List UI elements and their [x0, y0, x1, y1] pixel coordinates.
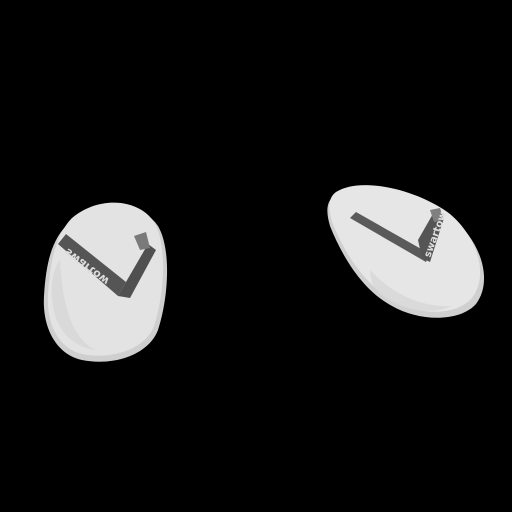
right-sole-shade	[370, 270, 452, 311]
right-strap-band	[418, 212, 444, 262]
left-flip-flop: swartow	[43, 202, 168, 362]
right-flip-flop: swartow	[327, 185, 485, 318]
right-strap-post	[430, 208, 444, 222]
left-strap-arm	[118, 244, 156, 298]
right-strap-arm	[350, 212, 430, 262]
left-strap-band	[58, 234, 126, 296]
left-strap-post	[134, 232, 150, 250]
left-sole-shade	[51, 260, 96, 350]
